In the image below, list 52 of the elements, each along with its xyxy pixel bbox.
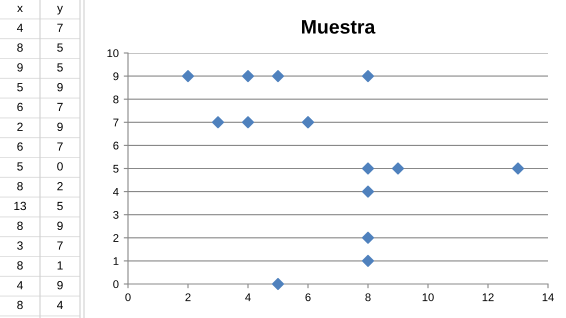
text: 9 [17, 63, 23, 72]
text: 8 [17, 300, 23, 310]
y-tick-label: 2 [113, 234, 118, 242]
text: 7 [57, 142, 63, 151]
text: x [17, 6, 23, 12]
y-tick-label: 0 [113, 280, 119, 288]
text: 9 [57, 83, 63, 92]
y-tick-label: 6 [113, 142, 118, 150]
text: y [57, 6, 63, 14]
text: 6 [17, 102, 23, 112]
text: 9 [57, 281, 63, 290]
text: 3 [17, 241, 23, 250]
text: 5 [57, 63, 63, 72]
text: 4 [56, 300, 63, 310]
text: 5 [17, 83, 23, 92]
text: 5 [17, 162, 23, 171]
text: 0 [57, 162, 63, 171]
x-tick-label: 8 [365, 293, 371, 302]
text: 13 [14, 202, 26, 210]
y-tick-label: 9 [113, 72, 118, 80]
text: 8 [17, 43, 23, 52]
text: 7 [57, 242, 63, 250]
text: 9 [57, 222, 63, 230]
y-tick-label: 3 [113, 210, 118, 219]
text: 4 [16, 281, 23, 290]
text: 9 [57, 122, 63, 131]
y-tick-label: 1 [114, 257, 118, 265]
text: 8 [17, 222, 23, 230]
text: 2 [17, 122, 23, 131]
y-tick-label: 10 [107, 49, 119, 58]
y-tick-label: 4 [113, 188, 119, 196]
x-tick-label: 2 [185, 293, 191, 302]
text: 4 [16, 24, 23, 32]
x-tick-label: 4 [245, 293, 251, 302]
x-tick-label: 10 [422, 293, 434, 302]
text: 2 [57, 182, 63, 190]
text: 8 [17, 261, 23, 270]
text: 7 [57, 102, 63, 112]
x-tick-label: 6 [305, 293, 311, 302]
x-tick-label: 12 [482, 293, 494, 302]
y-tick-label: 7 [113, 118, 118, 126]
chart-title: Muestra [302, 20, 376, 34]
text: 7 [57, 24, 63, 32]
x-tick-label: 14 [542, 293, 554, 302]
y-tick-label: 8 [113, 95, 118, 104]
y-tick-label: 5 [113, 164, 119, 173]
text: 6 [17, 142, 23, 151]
x-tick-label: 0 [125, 293, 131, 302]
text: 5 [57, 202, 63, 210]
text: 1 [58, 261, 63, 270]
text: 5 [57, 44, 63, 52]
text: 8 [17, 182, 23, 190]
